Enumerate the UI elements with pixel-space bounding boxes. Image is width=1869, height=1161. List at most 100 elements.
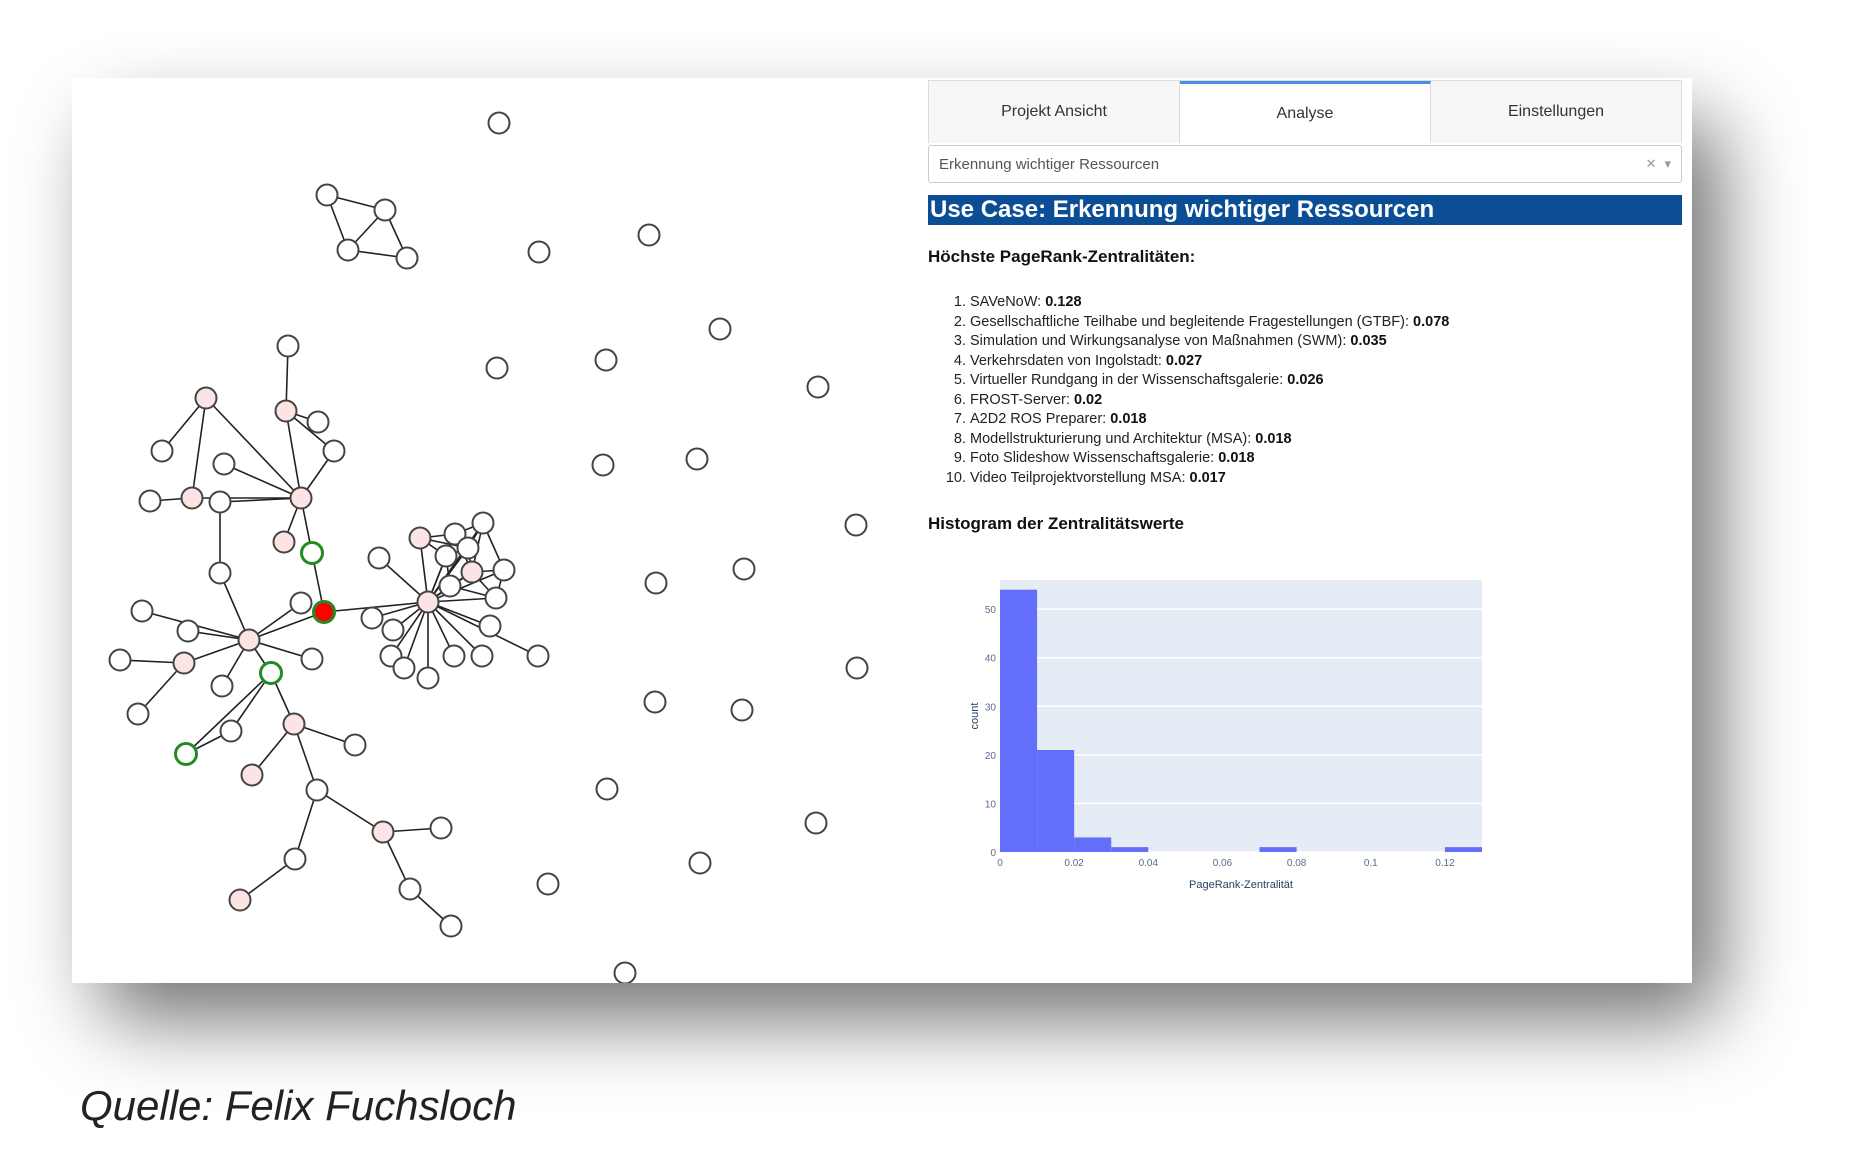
graph-node[interactable] <box>492 558 516 582</box>
y-tick-label: 30 <box>985 702 997 713</box>
graph-node[interactable] <box>150 439 174 463</box>
graph-edge <box>427 601 483 657</box>
resource-name: Video Teilprojektvorstellung MSA: <box>970 469 1190 486</box>
graph-node[interactable] <box>732 557 756 581</box>
graph-node[interactable] <box>439 914 463 938</box>
graph-node[interactable] <box>208 490 232 514</box>
graph-node-top[interactable] <box>312 600 336 624</box>
graph-node[interactable] <box>300 647 324 671</box>
graph-node[interactable] <box>219 719 243 743</box>
graph-node[interactable] <box>172 651 196 675</box>
graph-node[interactable] <box>108 648 132 672</box>
chevron-down-icon[interactable]: ▾ <box>1664 156 1671 171</box>
graph-node[interactable] <box>844 513 868 537</box>
use-case-dropdown[interactable]: Erkennung wichtiger Ressourcen ✕ ▾ <box>928 145 1682 183</box>
graph-node[interactable] <box>526 644 550 668</box>
graph-node[interactable] <box>289 486 313 510</box>
pagerank-value: 0.078 <box>1413 313 1450 330</box>
graph-node[interactable] <box>343 733 367 757</box>
close-icon[interactable]: ✕ <box>1645 156 1657 171</box>
graph-node[interactable] <box>272 530 296 554</box>
graph-node[interactable] <box>336 238 360 262</box>
graph-node[interactable] <box>460 560 484 584</box>
graph-node[interactable] <box>194 386 218 410</box>
graph-node[interactable] <box>438 574 462 598</box>
graph-node[interactable] <box>806 375 830 399</box>
graph-node[interactable] <box>708 317 732 341</box>
graph-node[interactable] <box>804 811 828 835</box>
histogram-chart[interactable]: 0 10 20 30 40 50 0 0.02 0.04 0.06 0.08 0.1 0.12 PageR… <box>928 560 1682 980</box>
graph-node-highlight[interactable] <box>300 541 324 565</box>
graph-node[interactable] <box>527 240 551 264</box>
graph-node[interactable] <box>416 666 440 690</box>
graph-node[interactable] <box>373 198 397 222</box>
graph-node[interactable] <box>212 452 236 476</box>
graph-node-highlight[interactable] <box>174 742 198 766</box>
graph-node[interactable] <box>456 536 480 560</box>
graph-node[interactable] <box>289 591 313 615</box>
graph-node[interactable] <box>845 656 869 680</box>
graph-node[interactable] <box>471 511 495 535</box>
graph-node[interactable] <box>685 447 709 471</box>
tab-analyse[interactable]: Analyse <box>1180 81 1431 143</box>
graph-node[interactable] <box>210 674 234 698</box>
graph-node[interactable] <box>306 410 330 434</box>
histogram-bar[interactable] <box>1444 847 1482 852</box>
graph-node[interactable] <box>274 399 298 423</box>
graph-node[interactable] <box>176 619 200 643</box>
graph-node[interactable] <box>276 334 300 358</box>
graph-node[interactable] <box>395 246 419 270</box>
graph-node[interactable] <box>688 851 712 875</box>
graph-node[interactable] <box>408 526 432 550</box>
graph-node[interactable] <box>487 111 511 135</box>
histogram-bar[interactable] <box>1037 750 1075 852</box>
tab-projekt-ansicht[interactable]: Projekt Ansicht <box>929 81 1180 143</box>
graph-node[interactable] <box>644 571 668 595</box>
graph-node[interactable] <box>138 489 162 513</box>
graph-node[interactable] <box>442 644 466 668</box>
graph-node[interactable] <box>443 522 467 546</box>
graph-node[interactable] <box>180 486 204 510</box>
graph-node[interactable] <box>305 778 329 802</box>
histogram-bar[interactable] <box>1074 837 1112 852</box>
graph-node[interactable] <box>392 656 416 680</box>
analysis-panel: Projekt Ansicht Analyse Einstellungen Er… <box>928 80 1682 980</box>
histogram-bar[interactable] <box>1000 589 1038 852</box>
graph-node[interactable] <box>434 544 458 568</box>
graph-node[interactable] <box>126 702 150 726</box>
graph-node[interactable] <box>478 614 502 638</box>
graph-node[interactable] <box>594 348 618 372</box>
graph-node[interactable] <box>315 183 339 207</box>
network-graph[interactable] <box>72 78 932 983</box>
graph-node[interactable] <box>360 606 384 630</box>
graph-node[interactable] <box>470 644 494 668</box>
graph-node[interactable] <box>237 628 261 652</box>
graph-node[interactable] <box>591 453 615 477</box>
graph-node[interactable] <box>416 590 440 614</box>
histogram-bar[interactable] <box>1259 847 1297 852</box>
graph-node[interactable] <box>613 961 637 984</box>
graph-node[interactable] <box>637 223 661 247</box>
graph-node[interactable] <box>282 712 306 736</box>
graph-node[interactable] <box>208 561 232 585</box>
graph-node[interactable] <box>730 698 754 722</box>
graph-node[interactable] <box>381 618 405 642</box>
tab-einstellungen[interactable]: Einstellungen <box>1507 103 1605 120</box>
graph-node[interactable] <box>485 356 509 380</box>
graph-node[interactable] <box>367 546 391 570</box>
graph-node[interactable] <box>398 877 422 901</box>
graph-node-highlight[interactable] <box>259 661 283 685</box>
graph-node[interactable] <box>130 599 154 623</box>
graph-node[interactable] <box>429 816 453 840</box>
graph-node[interactable] <box>536 872 560 896</box>
graph-node[interactable] <box>240 763 264 787</box>
graph-node[interactable] <box>228 888 252 912</box>
graph-node[interactable] <box>643 690 667 714</box>
histogram-bar[interactable] <box>1111 847 1149 852</box>
graph-node[interactable] <box>322 439 346 463</box>
graph-node[interactable] <box>484 586 508 610</box>
graph-node[interactable] <box>595 777 619 801</box>
y-tick-label: 50 <box>985 605 997 616</box>
graph-node[interactable] <box>371 820 395 844</box>
graph-node[interactable] <box>283 847 307 871</box>
